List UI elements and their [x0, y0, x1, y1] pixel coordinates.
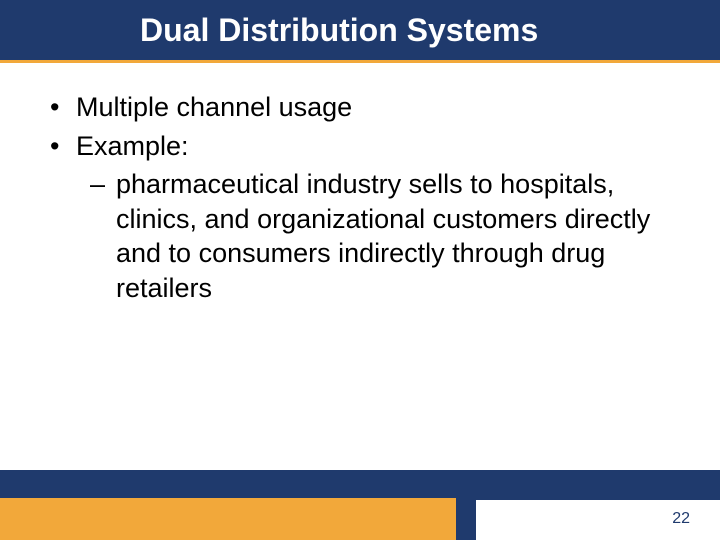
sub-bullet-mark: – [90, 167, 116, 305]
bullet-mark: • [50, 90, 76, 125]
footer-navy-accent [456, 498, 476, 540]
title-bar: Dual Distribution Systems [0, 0, 720, 60]
slide-title: Dual Distribution Systems [140, 12, 538, 49]
slide: Dual Distribution Systems • Multiple cha… [0, 0, 720, 540]
page-number: 22 [672, 510, 690, 528]
footer-thin-line [476, 498, 720, 500]
sub-bullet-item: – pharmaceutical industry sells to hospi… [90, 167, 680, 305]
bullet-mark: • [50, 129, 76, 164]
bottom-stripe [0, 470, 720, 498]
bullet-text: Multiple channel usage [76, 90, 352, 125]
title-underline [0, 60, 720, 63]
bullet-item: • Multiple channel usage [50, 90, 680, 125]
content-area: • Multiple channel usage • Example: – ph… [50, 90, 680, 305]
footer-gold-block [0, 498, 456, 540]
bullet-text: Example: [76, 129, 189, 164]
bullet-item: • Example: [50, 129, 680, 164]
sub-bullet-text: pharmaceutical industry sells to hospita… [116, 167, 656, 305]
